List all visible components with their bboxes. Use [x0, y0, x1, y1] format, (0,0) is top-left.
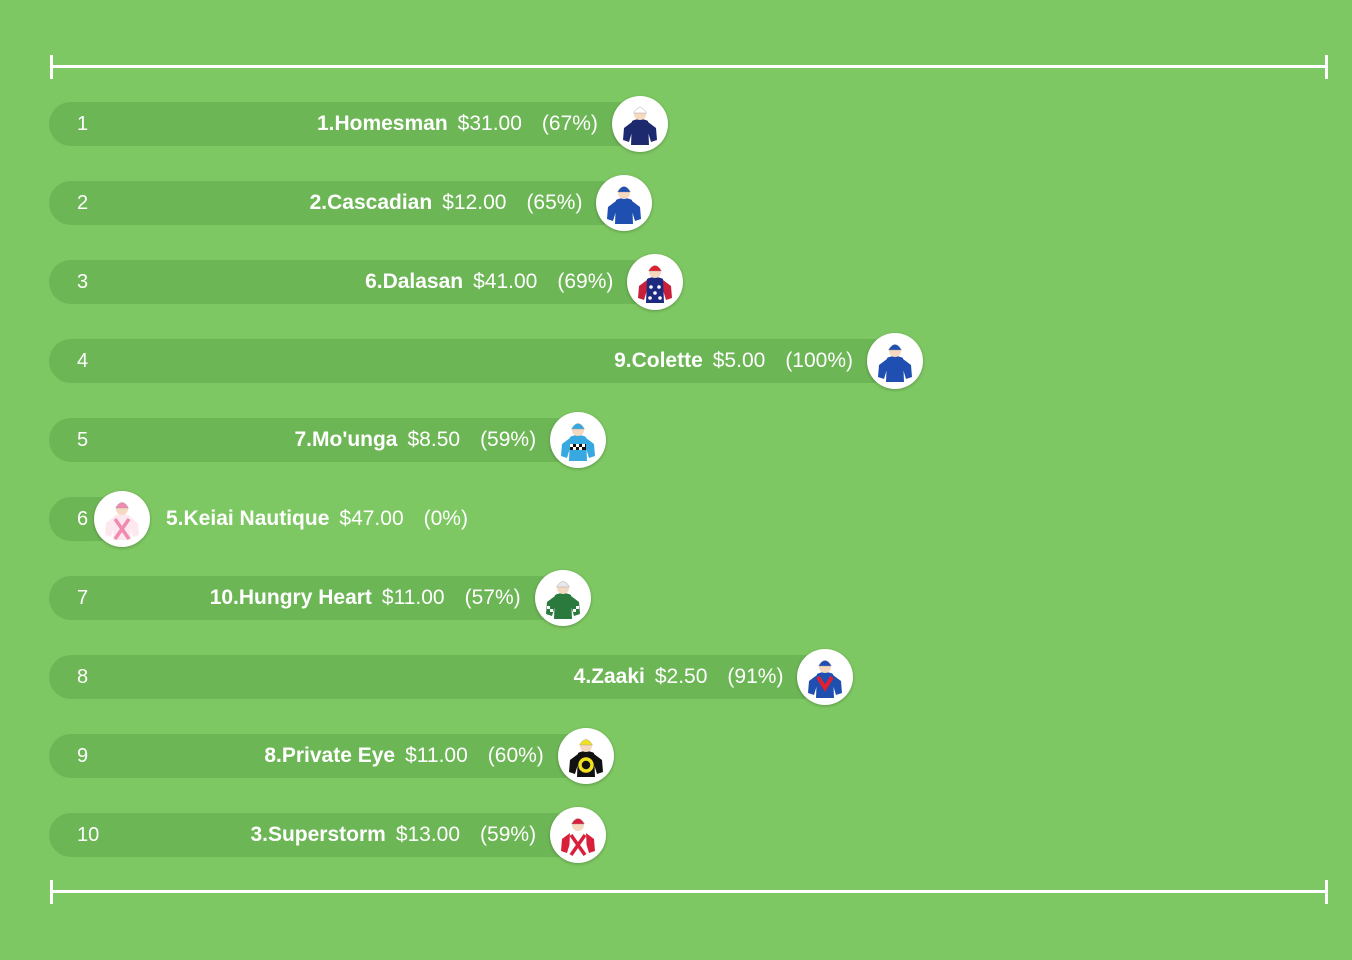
jockey-silk-royal-blue-icon — [867, 333, 923, 389]
runner-name: 4.Zaaki — [573, 665, 645, 688]
chart-row: 6 5.Keiai Nautique $47.00 (0%) — [0, 488, 1352, 550]
data-label: 10.Hungry Heart $11.00 (57%) — [210, 584, 521, 612]
runner-percent: (0%) — [423, 507, 468, 530]
data-label: 8.Private Eye $11.00 (60%) — [264, 742, 543, 770]
runner-percent: (59%) — [480, 428, 537, 451]
rank-label: 3 — [77, 271, 89, 293]
data-label: 1.Homesman $31.00 (67%) — [317, 110, 598, 138]
jockey-silk-white-red-cross-icon — [550, 807, 607, 863]
bar — [49, 339, 895, 383]
data-label: 6.Dalasan $41.00 (69%) — [365, 268, 613, 296]
bar — [49, 734, 586, 778]
runner-price: $11.00 — [405, 744, 468, 767]
chart-row: 3 6.Dalasan $41.00 (69%) — [0, 251, 1352, 313]
runner-name: 5.Keiai Nautique — [166, 507, 330, 530]
runner-name: 1.Homesman — [316, 112, 448, 135]
rank-label: 6 — [77, 508, 89, 530]
runner-name: 9.Colette — [614, 349, 703, 372]
chart-row: 7 10.Hungry Heart $11.00 (57%) — [0, 567, 1352, 629]
data-label: 4.Zaaki $2.50 (91%) — [574, 663, 784, 691]
chart-row: 10 3.Superstorm $13.00 (59%) — [0, 804, 1352, 866]
rank-label: 4 — [77, 350, 89, 372]
runner-name: 6.Dalasan — [365, 270, 464, 293]
bar — [49, 181, 625, 225]
rank-label: 9 — [77, 745, 89, 767]
runner-percent: (91%) — [727, 665, 784, 688]
runner-price: $12.00 — [442, 191, 507, 214]
data-label: 2.Cascadian $12.00 (65%) — [310, 189, 583, 217]
jockey-silk-navy-white-stars-red-sleeves-icon — [627, 254, 684, 310]
jockey-silk-white-pink-cross-icon — [94, 491, 150, 547]
runner-price: $13.00 — [395, 823, 461, 846]
bar — [49, 655, 826, 699]
runner-price: $41.00 — [473, 270, 538, 293]
runner-name: 8.Private Eye — [264, 744, 396, 767]
runner-percent: (69%) — [557, 270, 614, 293]
runner-name: 2.Cascadian — [309, 191, 433, 214]
runner-price: $31.00 — [457, 112, 522, 135]
jockey-silk-light-blue-checked-band-icon — [550, 412, 607, 468]
runner-price: $2.50 — [654, 665, 708, 688]
runner-percent: (100%) — [785, 349, 854, 372]
rank-label: 8 — [77, 666, 89, 688]
bar — [49, 418, 579, 462]
bar — [49, 102, 640, 146]
data-label: 5.Keiai Nautique $47.00 (0%) — [166, 505, 468, 533]
chart-row: 5 7.Mo'unga $8.50 (59%) — [0, 409, 1352, 471]
data-label: 3.Superstorm $13.00 (59%) — [250, 821, 536, 849]
runner-price: $11.00 — [381, 586, 445, 609]
bar — [49, 576, 563, 620]
chart-row: 4 9.Colette $5.00 (100%) — [0, 330, 1352, 392]
runner-price: $47.00 — [339, 507, 404, 530]
data-label: 9.Colette $5.00 (100%) — [614, 347, 853, 375]
jockey-silk-navy-white-cap-icon — [611, 96, 668, 152]
runner-percent: (65%) — [526, 191, 583, 214]
runner-price: $8.50 — [407, 428, 461, 451]
runner-percent: (57%) — [464, 586, 521, 609]
rank-label: 2 — [77, 192, 89, 214]
chart-row: 8 4.Zaaki $2.50 (91%) — [0, 646, 1352, 708]
jockey-silk-blue-red-chevron-icon — [797, 649, 854, 705]
runner-percent: (60%) — [487, 744, 544, 767]
rank-label: 7 — [77, 587, 89, 609]
jockey-silk-royal-blue-icon — [596, 175, 653, 231]
data-label: 7.Mo'unga $8.50 (59%) — [295, 426, 537, 454]
jockey-silk-black-yellow-ring-icon — [557, 728, 614, 784]
runner-name: 3.Superstorm — [250, 823, 386, 846]
bar — [49, 813, 579, 857]
rank-label: 5 — [77, 429, 89, 451]
runner-name: 10.Hungry Heart — [209, 586, 372, 609]
top-axis-rule — [50, 55, 1328, 79]
chart-row: 1 1.Homesman $31.00 (67%) — [0, 93, 1352, 155]
rank-label: 1 — [77, 113, 89, 135]
runner-price: $5.00 — [712, 349, 766, 372]
bottom-axis-rule — [50, 880, 1328, 904]
bar — [49, 260, 656, 304]
runner-percent: (67%) — [541, 112, 598, 135]
chart-row: 9 8.Private Eye $11.00 (60%) — [0, 725, 1352, 787]
chart-row: 2 2.Cascadian $12.00 (65%) — [0, 172, 1352, 234]
rank-label: 10 — [77, 824, 100, 846]
jockey-silk-green-checked-sleeves-icon — [534, 570, 591, 626]
runner-name: 7.Mo'unga — [294, 428, 398, 451]
runner-percent: (59%) — [480, 823, 537, 846]
